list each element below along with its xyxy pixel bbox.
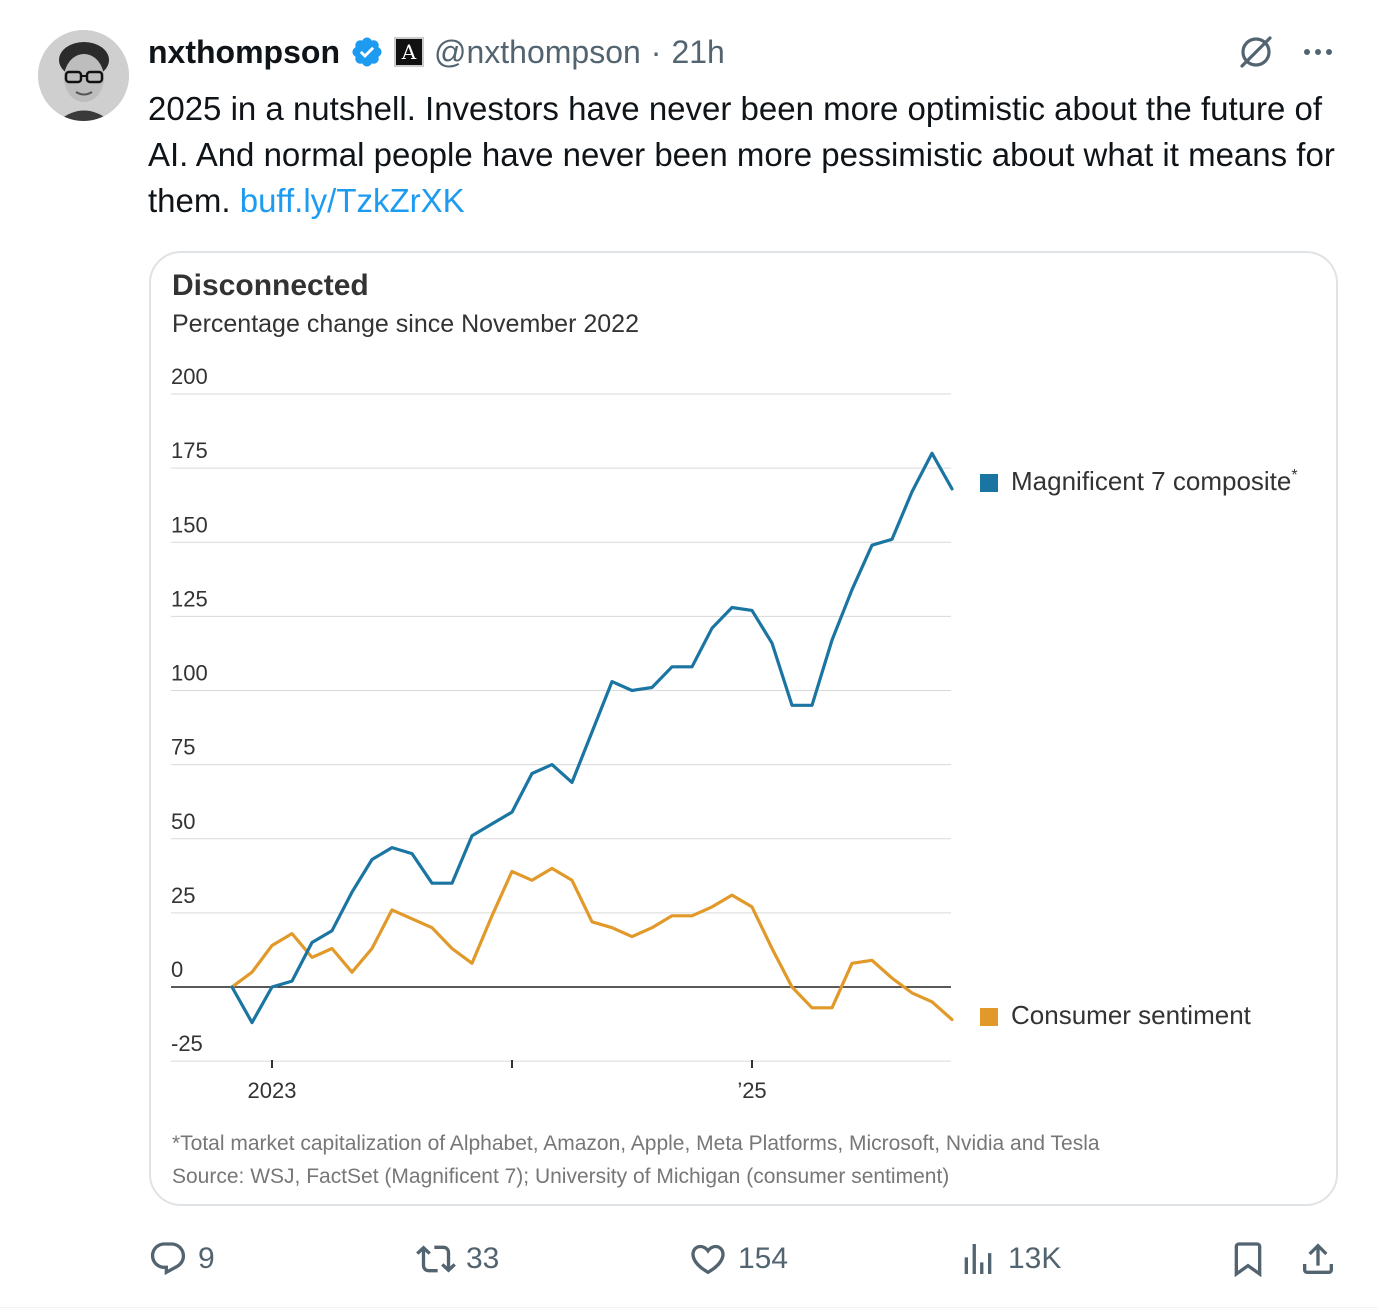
reply-icon: [150, 1242, 186, 1276]
y-tick-label: 175: [171, 438, 208, 463]
y-tick-label: 50: [171, 809, 195, 834]
y-axis: 200 175 150 125 100 75 50 25 0 -25: [171, 364, 208, 1056]
legend-text-mag7: Magnificent 7 composite: [1011, 466, 1291, 496]
legend-swatch-mag7: [980, 474, 998, 492]
retweet-count: 33: [466, 1242, 500, 1275]
y-tick-label: 150: [171, 512, 208, 537]
chart-card[interactable]: Disconnected Percentage change since Nov…: [149, 251, 1338, 1206]
chart-lines: [230, 451, 954, 1025]
tweet-text: 2025 in a nutshell. Investors have never…: [148, 86, 1338, 224]
chart-footnote: *Total market capitalization of Alphabet…: [172, 1132, 1100, 1155]
y-tick-label: -25: [171, 1031, 203, 1056]
like-count: 154: [738, 1242, 789, 1275]
like-icon: [691, 1244, 725, 1275]
legend-swatch-sentiment: [980, 1008, 998, 1026]
more-icon[interactable]: [1298, 32, 1338, 72]
series-line-mag7: [230, 451, 954, 1025]
chart-subtitle: Percentage change since November 2022: [172, 310, 639, 338]
tweet-body: 2025 in a nutshell. Investors have never…: [148, 90, 1335, 219]
handle[interactable]: @nxthompson: [433, 33, 641, 70]
legend-mag7: Magnificent 7 composite*: [980, 466, 1298, 496]
views-count: 13K: [1008, 1242, 1062, 1275]
share-icon: [1303, 1243, 1333, 1274]
like-button[interactable]: 154: [688, 1236, 788, 1282]
legend-sentiment: Consumer sentiment: [980, 1000, 1252, 1030]
action-bar: 9 33 154 13K: [0, 1236, 1378, 1282]
chart-title: Disconnected: [172, 269, 369, 302]
views-icon: [964, 1244, 992, 1274]
separator: ·: [650, 33, 662, 70]
bookmark-button[interactable]: [1228, 1236, 1268, 1282]
legend-label-mag7: Magnificent 7 composite*: [1011, 466, 1298, 496]
timestamp[interactable]: 21h: [671, 33, 725, 70]
x-tick-label: ’25: [737, 1078, 766, 1103]
legend-asterisk: *: [1291, 467, 1297, 484]
bookmark-icon: [1234, 1242, 1262, 1278]
retweet-icon: [416, 1245, 456, 1273]
series-line-sentiment: [230, 866, 954, 1022]
reply-count: 9: [198, 1242, 215, 1275]
y-tick-label: 125: [171, 586, 208, 611]
avatar[interactable]: [38, 30, 129, 121]
reply-button[interactable]: 9: [148, 1236, 215, 1282]
verified-badge-icon[interactable]: [350, 35, 384, 69]
affiliation-badge[interactable]: A: [393, 37, 424, 67]
legend-label-sentiment: Consumer sentiment: [1011, 1000, 1252, 1030]
views-button[interactable]: 13K: [958, 1236, 1061, 1282]
retweet-button[interactable]: 33: [416, 1236, 499, 1282]
grok-icon[interactable]: [1236, 32, 1276, 72]
y-tick-label: 25: [171, 883, 195, 908]
x-axis: 2023 ’25: [248, 1060, 767, 1103]
chart-svg: Disconnected Percentage change since Nov…: [171, 269, 1298, 1188]
chart-source: Source: WSJ, FactSet (Magnificent 7); Un…: [172, 1165, 949, 1188]
y-tick-label: 75: [171, 735, 195, 760]
tweet-link[interactable]: buff.ly/TzkZrXK: [239, 182, 465, 219]
x-tick-label: 2023: [248, 1078, 297, 1103]
share-button[interactable]: [1298, 1236, 1338, 1282]
y-tick-label: 100: [171, 661, 208, 686]
avatar-photo: [38, 30, 129, 121]
chart-grid: [171, 393, 951, 1062]
y-tick-label: 0: [171, 957, 183, 982]
tweet-header: nxthompson A @nxthompson · 21h: [148, 30, 725, 74]
y-tick-label: 200: [171, 364, 208, 389]
divider: [0, 1307, 1378, 1308]
display-name[interactable]: nxthompson: [148, 33, 340, 70]
